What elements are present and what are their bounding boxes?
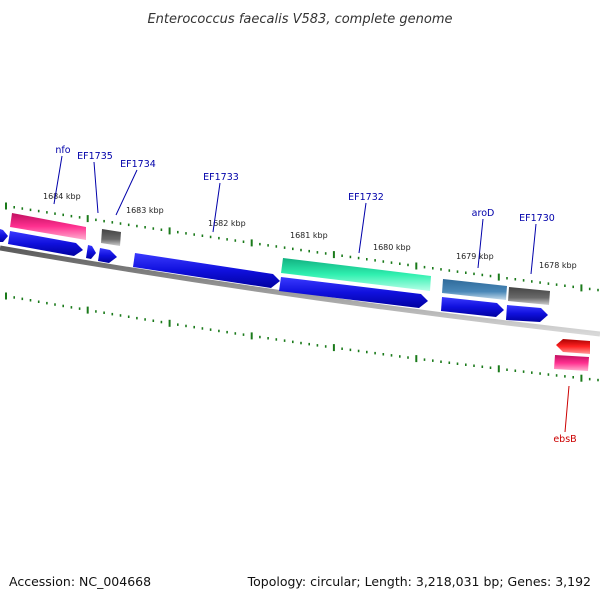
cds-arrow[interactable] <box>86 245 96 259</box>
gene-label-ebsb[interactable]: ebsB <box>553 434 576 445</box>
gene-nfo[interactable] <box>10 213 86 240</box>
tick-label-1678: 1678 kbp <box>539 261 577 270</box>
leader-ebsb <box>564 385 570 433</box>
tick-label-1683: 1683 kbp <box>126 206 164 215</box>
cds-arrow[interactable] <box>0 229 8 242</box>
gene-label-arod[interactable]: aroD <box>472 208 495 219</box>
tick-label-1680: 1680 kbp <box>373 243 411 252</box>
gene-label-ef1733[interactable]: EF1733 <box>203 172 239 183</box>
leader-ef1732 <box>358 202 367 254</box>
forward-genes-outer <box>10 213 550 305</box>
leader-nfo <box>53 155 63 205</box>
forward-cds-row <box>0 229 548 322</box>
cds-arrow[interactable] <box>98 248 117 263</box>
gene-label-ef1732[interactable]: EF1732 <box>348 192 384 203</box>
cds-arrow[interactable] <box>441 297 504 317</box>
tick-labels: 1684 kbp 1683 kbp 1682 kbp 1681 kbp 1680… <box>43 192 577 270</box>
tick-label-1679: 1679 kbp <box>456 252 494 261</box>
gene-label-ef1734[interactable]: EF1734 <box>120 159 156 170</box>
leader-ef1733 <box>212 182 221 233</box>
inner-tick-ring <box>5 292 599 382</box>
leader-ef1735 <box>93 161 99 214</box>
gene-ebsb[interactable] <box>554 355 589 371</box>
gene-arod[interactable] <box>442 279 507 300</box>
gene-ef1732[interactable] <box>281 258 431 291</box>
gene-labels: nfo EF1735 EF1734 EF1733 EF1732 aroD EF1… <box>55 145 576 445</box>
gene-arrow-reverse[interactable] <box>556 339 590 354</box>
genome-backbone <box>0 245 600 337</box>
gene-ef1730[interactable] <box>508 287 550 305</box>
label-leaders <box>53 155 570 433</box>
gene-label-ef1730[interactable]: EF1730 <box>519 213 555 224</box>
gene-label-nfo[interactable]: nfo <box>55 145 70 156</box>
tick-label-1682: 1682 kbp <box>208 219 246 228</box>
tick-label-1684: 1684 kbp <box>43 192 81 201</box>
cds-arrow[interactable] <box>8 231 83 256</box>
genome-summary-text: Topology: circular; Length: 3,218,031 bp… <box>247 574 591 589</box>
gene-label-ef1735[interactable]: EF1735 <box>77 151 113 162</box>
cds-arrow[interactable] <box>506 305 548 322</box>
leader-arod <box>477 218 484 269</box>
outer-tick-ring <box>5 202 599 292</box>
reverse-genes <box>554 339 590 371</box>
leader-ef1730 <box>530 223 537 275</box>
accession-text: Accession: NC_004668 <box>9 574 151 589</box>
cds-arrow[interactable] <box>279 277 428 308</box>
tick-label-1681: 1681 kbp <box>290 231 328 240</box>
map-title: Enterococcus faecalis V583, complete gen… <box>147 12 452 27</box>
gene-ef1735[interactable] <box>101 229 121 246</box>
cds-arrow[interactable] <box>133 253 280 288</box>
leader-ef1734 <box>115 169 138 216</box>
